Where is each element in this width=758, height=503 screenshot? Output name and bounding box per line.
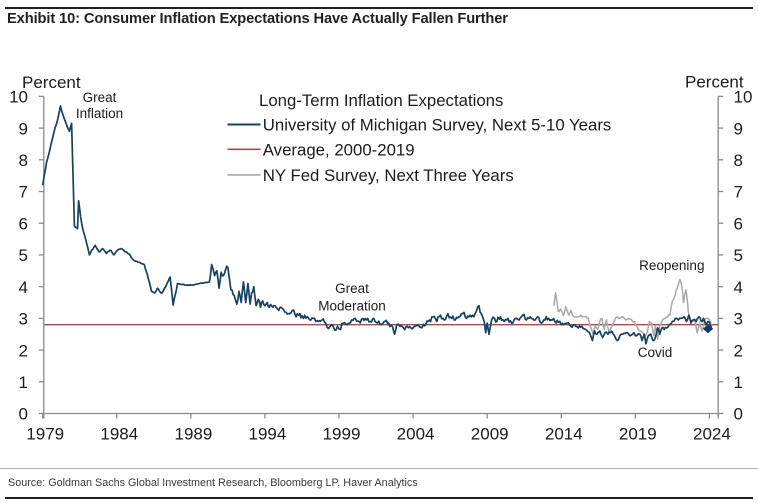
svg-text:Great: Great (335, 281, 369, 296)
svg-text:9: 9 (19, 119, 28, 138)
svg-text:Long-Term Inflation Expectatio: Long-Term Inflation Expectations (259, 91, 503, 110)
svg-text:8: 8 (19, 151, 28, 170)
svg-text:9: 9 (734, 119, 743, 138)
svg-text:Moderation: Moderation (318, 298, 386, 313)
svg-text:Covid: Covid (638, 345, 673, 360)
svg-text:Great: Great (83, 90, 117, 105)
svg-text:Percent: Percent (685, 73, 744, 92)
svg-text:2014: 2014 (545, 424, 583, 443)
svg-text:2009: 2009 (471, 424, 509, 443)
svg-text:Reopening: Reopening (639, 258, 704, 273)
svg-text:5: 5 (19, 246, 28, 265)
svg-text:Inflation: Inflation (76, 106, 123, 121)
svg-text:4: 4 (19, 278, 28, 297)
svg-text:2004: 2004 (397, 424, 435, 443)
svg-text:1: 1 (19, 373, 28, 392)
svg-text:University of Michigan Survey,: University of Michigan Survey, Next 5-10… (263, 116, 612, 135)
svg-text:2019: 2019 (619, 424, 657, 443)
svg-text:7: 7 (734, 183, 743, 202)
svg-text:0: 0 (734, 405, 743, 424)
svg-text:1999: 1999 (323, 424, 361, 443)
svg-text:7: 7 (19, 183, 28, 202)
svg-text:1989: 1989 (174, 424, 212, 443)
svg-text:8: 8 (734, 151, 743, 170)
svg-text:1984: 1984 (100, 424, 138, 443)
svg-text:NY Fed Survey, Next Three Year: NY Fed Survey, Next Three Years (263, 166, 514, 185)
svg-text:3: 3 (734, 310, 743, 329)
svg-text:10: 10 (734, 88, 753, 107)
svg-text:6: 6 (734, 214, 743, 233)
svg-text:4: 4 (734, 278, 743, 297)
svg-text:10: 10 (9, 88, 28, 107)
svg-text:Average, 2000-2019: Average, 2000-2019 (263, 140, 415, 159)
svg-text:2024: 2024 (693, 424, 731, 443)
svg-text:6: 6 (19, 214, 28, 233)
svg-text:2: 2 (734, 341, 743, 360)
svg-text:0: 0 (19, 405, 28, 424)
svg-text:Percent: Percent (22, 73, 81, 92)
svg-text:3: 3 (19, 310, 28, 329)
svg-text:1979: 1979 (26, 424, 64, 443)
svg-text:1994: 1994 (248, 424, 286, 443)
svg-text:5: 5 (734, 246, 743, 265)
svg-text:1: 1 (734, 373, 743, 392)
svg-text:2: 2 (19, 341, 28, 360)
